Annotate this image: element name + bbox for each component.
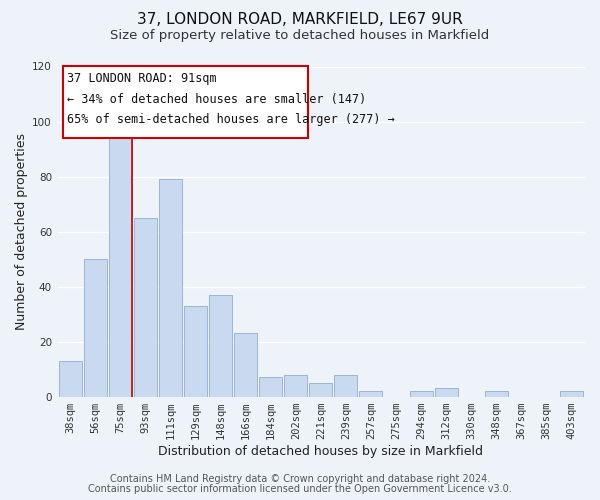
Text: Size of property relative to detached houses in Markfield: Size of property relative to detached ho… [110,29,490,42]
Bar [59,361,82,396]
Bar [284,374,307,396]
Bar [63,66,308,138]
Text: ← 34% of detached houses are smaller (147): ← 34% of detached houses are smaller (14… [67,92,366,106]
Bar [134,218,157,396]
Bar [209,295,232,396]
Bar [485,391,508,396]
Bar [410,391,433,396]
Bar [310,383,332,396]
Bar [259,378,283,396]
Text: 37 LONDON ROAD: 91sqm: 37 LONDON ROAD: 91sqm [67,72,217,85]
Bar [234,334,257,396]
Text: Contains HM Land Registry data © Crown copyright and database right 2024.: Contains HM Land Registry data © Crown c… [110,474,490,484]
Bar [109,130,132,396]
Text: 65% of semi-detached houses are larger (277) →: 65% of semi-detached houses are larger (… [67,114,395,126]
Bar [84,259,107,396]
Bar [560,391,583,396]
Bar [184,306,207,396]
Bar [434,388,458,396]
Text: Contains public sector information licensed under the Open Government Licence v3: Contains public sector information licen… [88,484,512,494]
Bar [334,374,358,396]
Bar [359,391,382,396]
Y-axis label: Number of detached properties: Number of detached properties [15,133,28,330]
X-axis label: Distribution of detached houses by size in Markfield: Distribution of detached houses by size … [158,444,484,458]
Bar [159,180,182,396]
Text: 37, LONDON ROAD, MARKFIELD, LE67 9UR: 37, LONDON ROAD, MARKFIELD, LE67 9UR [137,12,463,28]
